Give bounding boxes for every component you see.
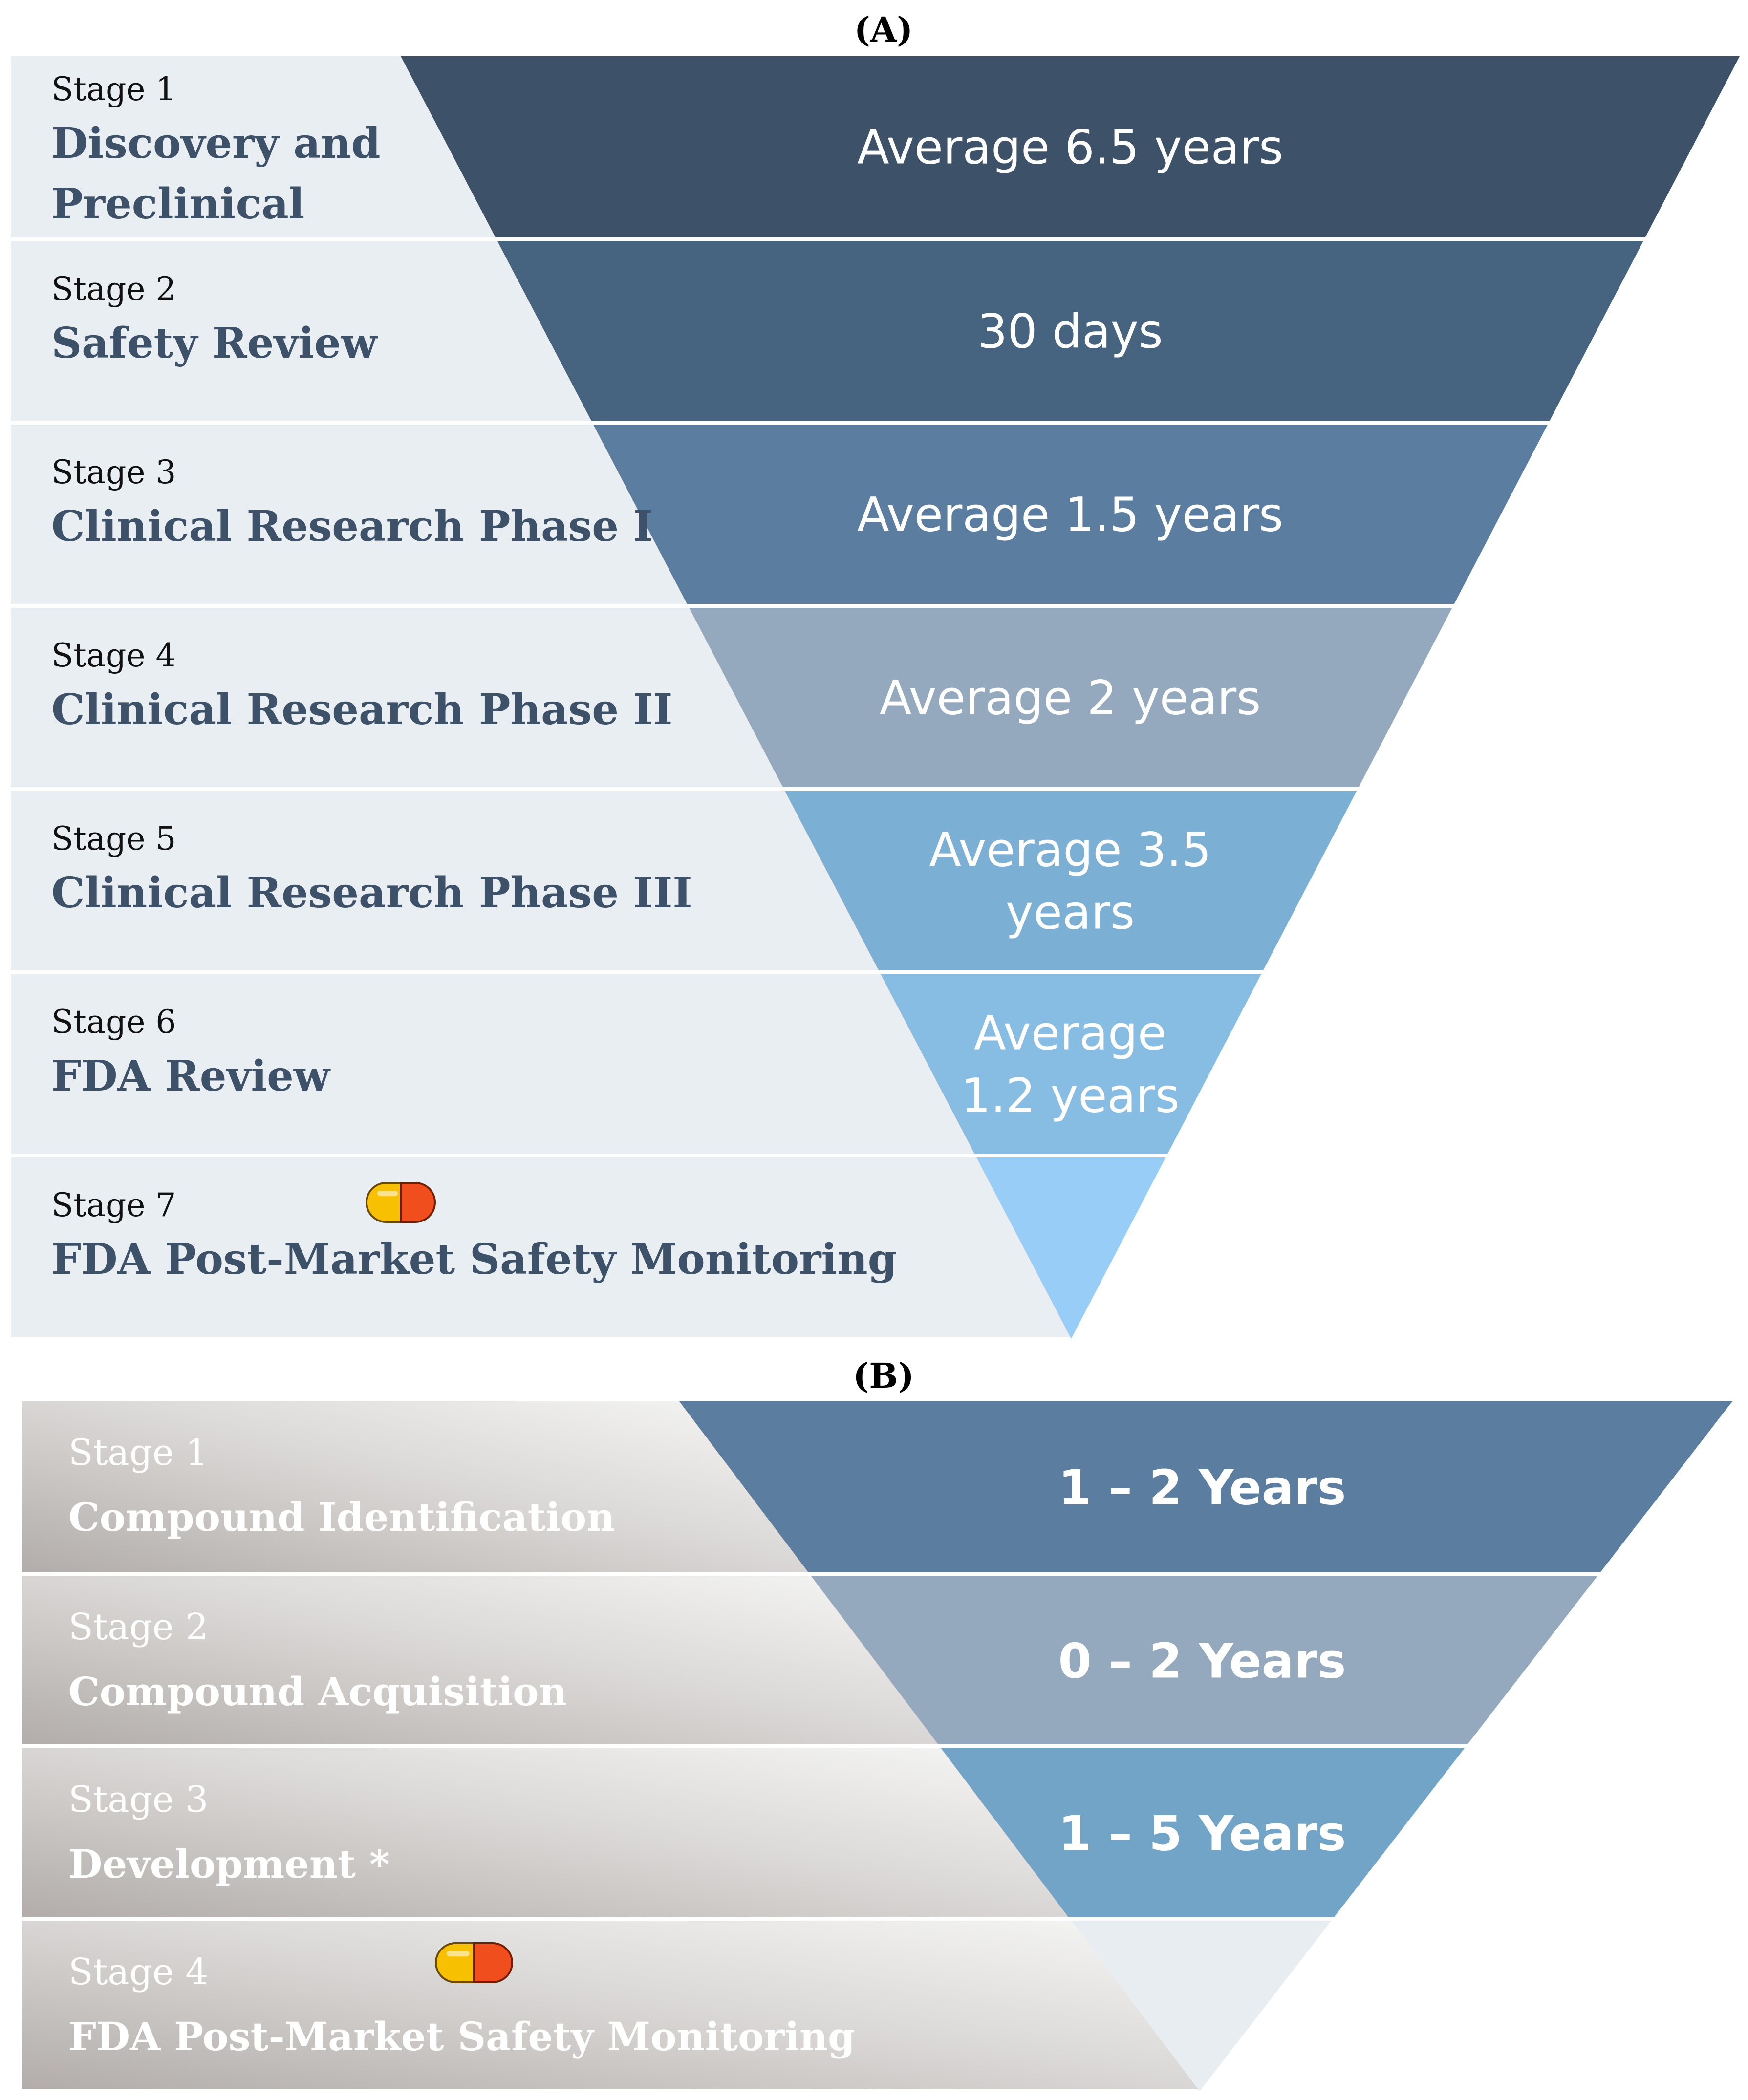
panel-a: Stage 1 Discovery and Preclinical Average 6… — [11, 56, 1740, 1339]
stage-number: Stage 1 — [68, 1432, 208, 1474]
stage-duration: 1.2 years — [961, 1069, 1179, 1123]
stage-band — [22, 1748, 1068, 1917]
funnel-segment — [785, 791, 1357, 970]
stage-title: Safety Review — [51, 319, 378, 368]
stage-band — [11, 56, 496, 237]
stage-band — [11, 425, 687, 604]
funnel-segment — [497, 241, 1643, 421]
stage-title: Development * — [68, 1841, 390, 1887]
funnel-segment — [941, 1748, 1465, 1917]
panel-b: Stage 1 Compound Identification 1 – 2 Year… — [22, 1401, 1732, 2091]
funnel-segment — [593, 425, 1548, 604]
panel-a-label: (A) — [854, 9, 913, 50]
stage-number: Stage 3 — [51, 453, 176, 491]
capsule-icon — [435, 1942, 513, 1983]
stage-band — [11, 974, 974, 1154]
stage-duration: Average — [974, 1006, 1166, 1061]
stage-band — [22, 1921, 1198, 2089]
stage-title: Preclinical — [51, 179, 304, 229]
stage-title: Compound Identification — [68, 1494, 615, 1540]
stage-band — [22, 1401, 808, 1572]
stage-band — [11, 241, 591, 421]
stage-number: Stage 7 — [51, 1186, 176, 1224]
stage-band — [11, 608, 783, 787]
stage-band — [11, 791, 879, 970]
stage-number: Stage 2 — [51, 270, 176, 308]
stage-duration: 30 days — [977, 304, 1163, 359]
stage-title: Clinical Research Phase III — [51, 868, 692, 918]
stage-number: Stage 1 — [51, 70, 176, 108]
stage-number: Stage 5 — [51, 820, 176, 857]
stage-duration: 0 – 2 Years — [1058, 1634, 1346, 1690]
stage-band — [11, 1157, 1070, 1337]
stage-band — [22, 1576, 938, 1744]
stage-number: Stage 4 — [51, 637, 176, 674]
funnel-segment — [881, 974, 1261, 1154]
stage-duration: Average 3.5 — [929, 823, 1211, 878]
funnel-segment — [976, 1157, 1166, 1339]
stage-duration: Average 6.5 years — [857, 120, 1283, 175]
stage-title: FDA Review — [51, 1051, 331, 1101]
stage-number: Stage 3 — [68, 1779, 208, 1821]
stage-title: Compound Acquisition — [68, 1669, 567, 1714]
stage-duration: years — [1006, 885, 1135, 940]
stage-number: Stage 4 — [68, 1951, 208, 1993]
stage-duration: Average 2 years — [880, 671, 1261, 726]
funnel-segment — [689, 608, 1452, 787]
stage-title: Clinical Research Phase II — [51, 685, 672, 734]
stage-duration: 1 – 5 Years — [1058, 1806, 1346, 1862]
stage-duration: 1 – 2 Years — [1058, 1460, 1346, 1516]
stage-title: Clinical Research Phase I — [51, 502, 653, 551]
funnel-segment — [679, 1401, 1732, 1572]
funnel-segment — [811, 1576, 1598, 1744]
funnel-segment — [401, 56, 1740, 237]
capsule-icon — [366, 1182, 436, 1223]
stage-duration: Average 1.5 years — [857, 488, 1283, 542]
stage-title: FDA Post-Market Safety Monitoring — [68, 2014, 855, 2059]
panel-b-label: (B) — [853, 1355, 914, 1396]
stage-number: Stage 6 — [51, 1003, 176, 1041]
funnel-segment — [1071, 1921, 1332, 2091]
stage-title: FDA Post-Market Safety Monitoring — [51, 1235, 897, 1284]
stage-title: Discovery and — [51, 119, 381, 168]
stage-number: Stage 2 — [68, 1606, 208, 1648]
